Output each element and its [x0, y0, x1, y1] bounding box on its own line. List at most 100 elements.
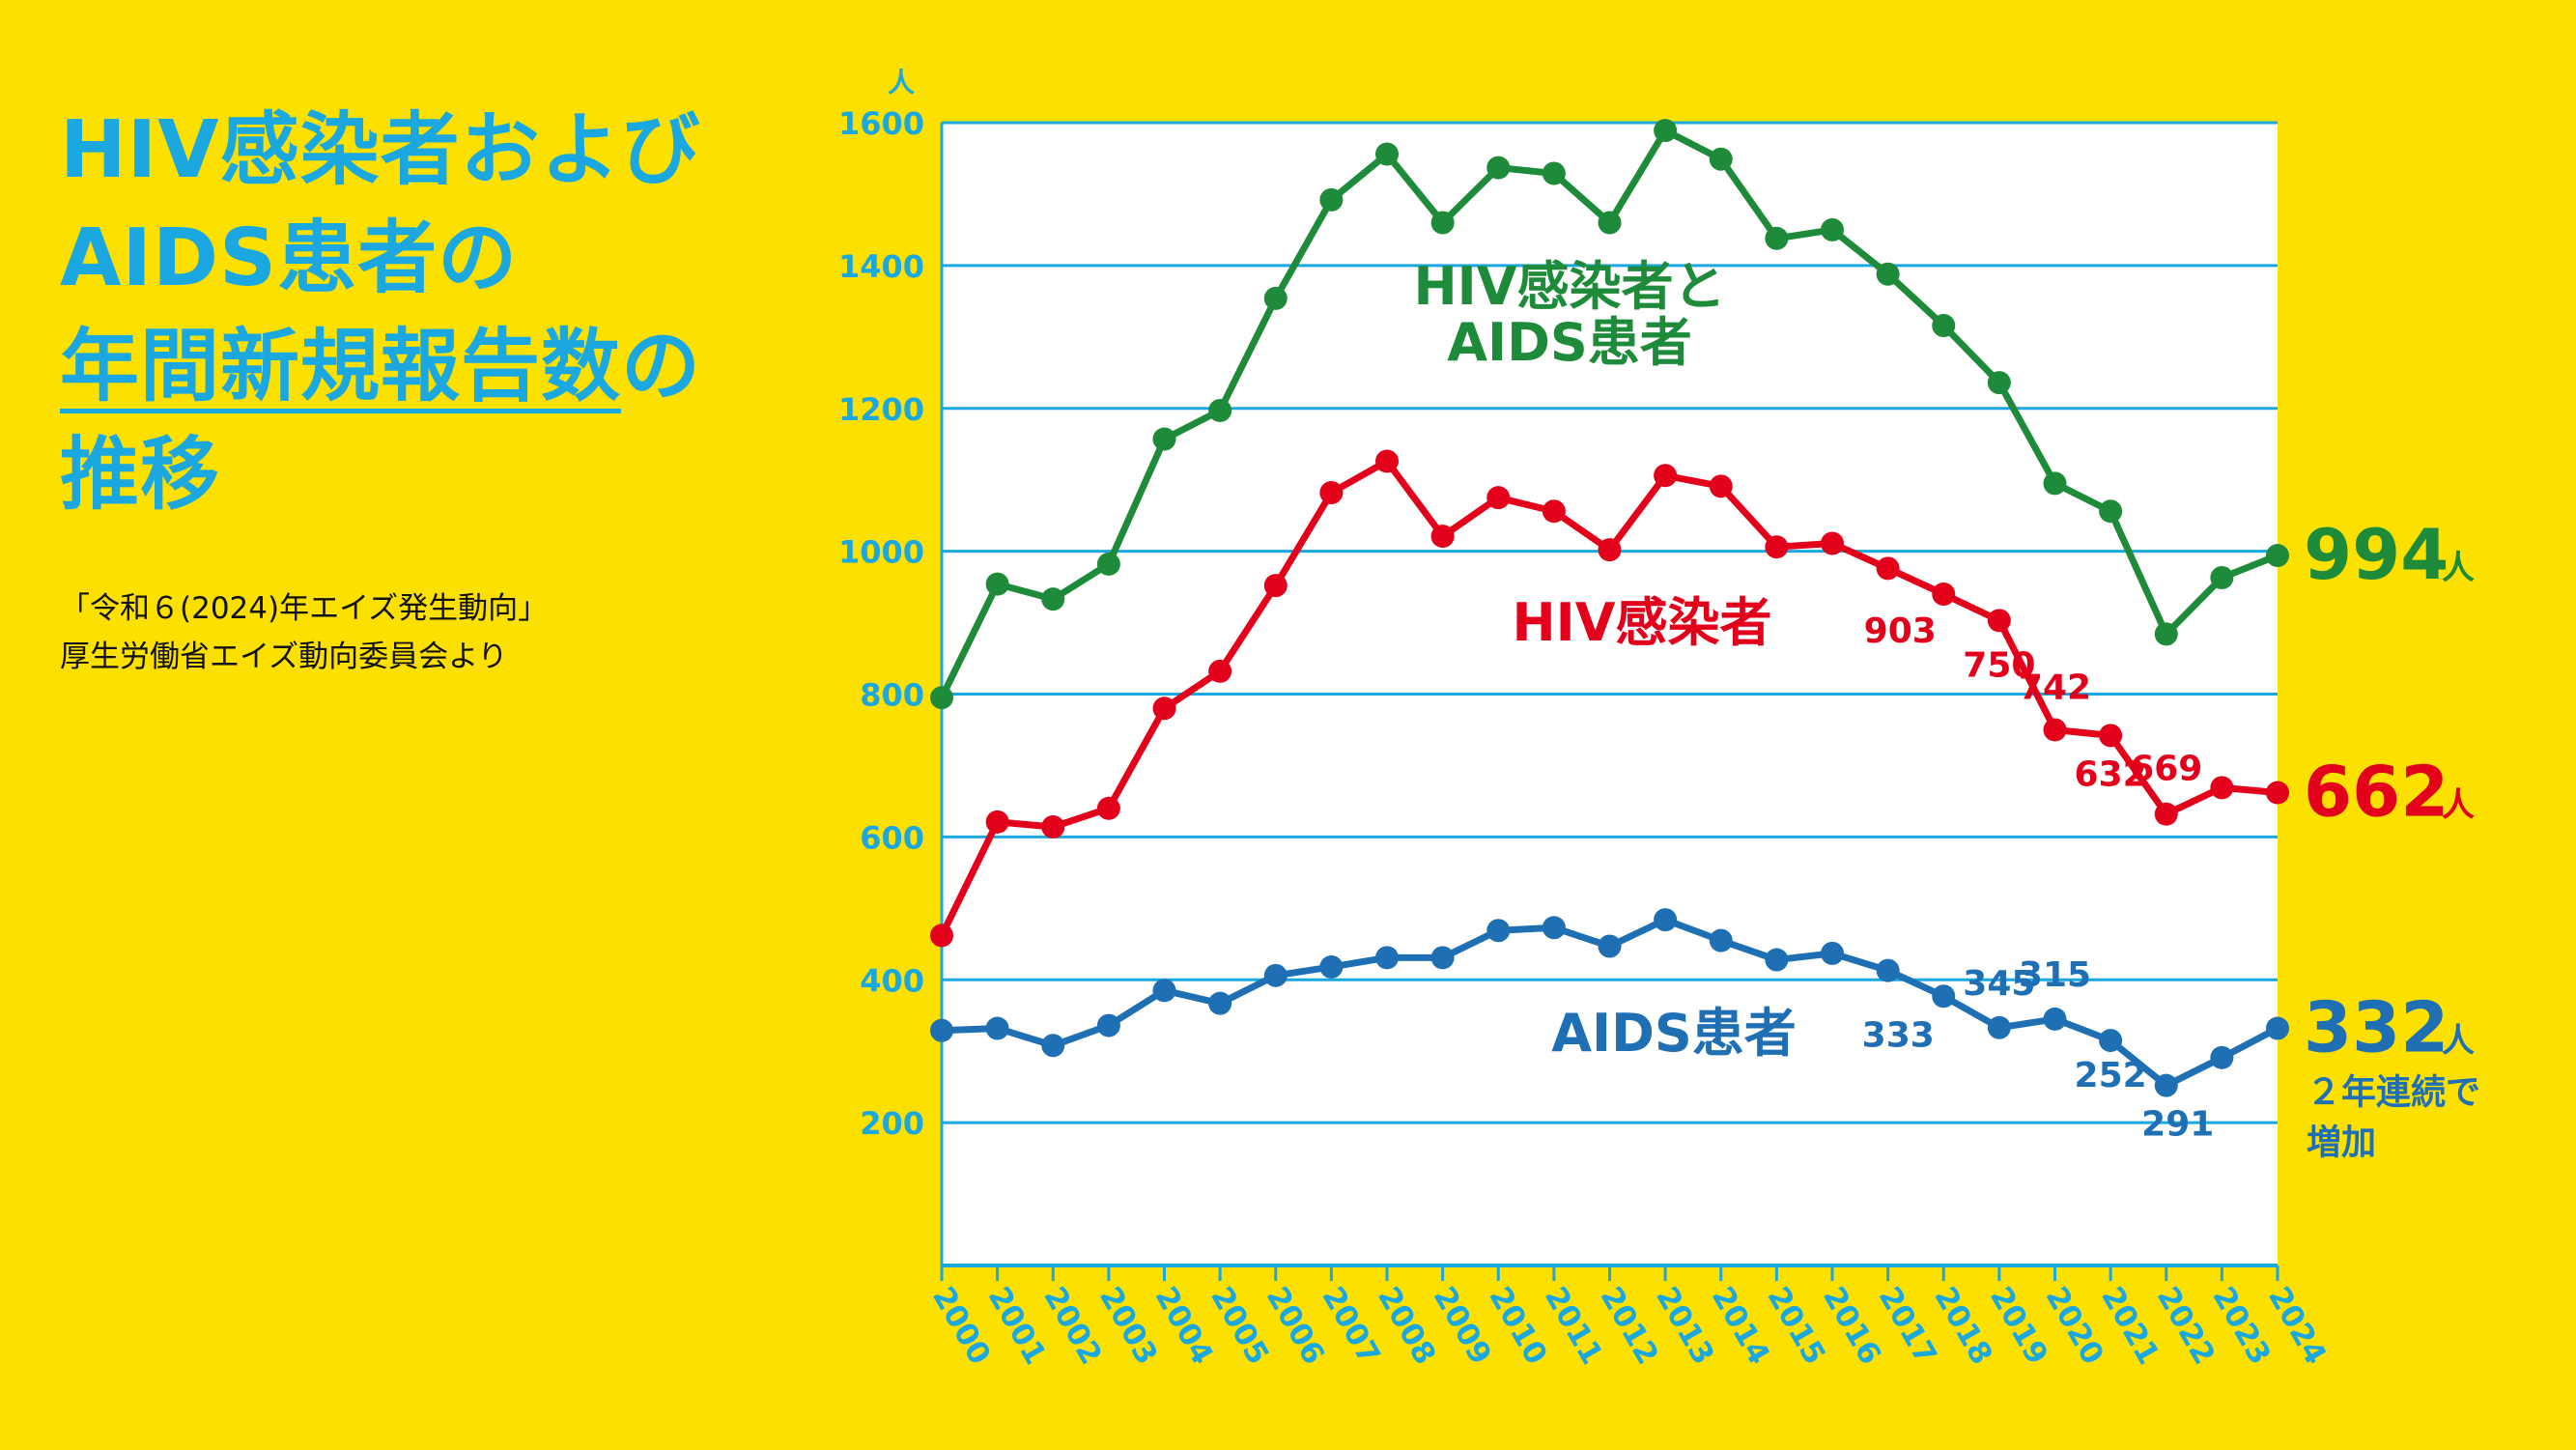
data-point-total [930, 686, 953, 710]
data-point-hiv [1152, 697, 1176, 721]
data-point-hiv [1319, 480, 1344, 504]
series-layer [930, 119, 2289, 1097]
data-label-hiv: 903 [1864, 611, 1937, 651]
data-point-total [1041, 587, 1065, 611]
title-underlined-text: 年間新規報告数 [60, 321, 622, 412]
series-name-total: AIDS患者 [1447, 312, 1692, 373]
y-tick-label: 1000 [838, 534, 924, 571]
data-point-total [2154, 622, 2178, 646]
title-line-1: HIV感染者および [60, 104, 701, 196]
data-point-total [1263, 286, 1288, 310]
data-point-aids [1709, 928, 1733, 952]
data-point-total [1821, 217, 1844, 242]
end-unit-aids: 人 [2442, 1022, 2475, 1061]
data-point-aids [1430, 946, 1455, 970]
data-point-aids [1263, 963, 1288, 987]
data-point-total [1486, 156, 1511, 180]
data-point-hiv [1709, 474, 1733, 498]
series-name-hiv: HIV感染者 [1512, 592, 1771, 653]
source-line-2: 厚生労働省エイズ動向委員会より [60, 640, 508, 674]
end-value-hiv: 662 [2304, 752, 2449, 833]
data-point-total [1319, 187, 1344, 212]
data-point-total [1709, 147, 1733, 171]
data-point-aids [985, 1016, 1009, 1040]
source-line-1: 「令和６(2024)年エイズ発生動向」 [60, 591, 549, 626]
data-point-total [2210, 565, 2234, 589]
end-unit-hiv: 人 [2442, 786, 2475, 825]
grid-lines [942, 121, 2278, 1124]
y-tick-label: 1200 [838, 391, 924, 428]
data-point-total [2266, 544, 2289, 568]
y-tick-label: 600 [860, 819, 924, 856]
data-point-aids [1208, 991, 1232, 1015]
data-point-aids [1152, 979, 1176, 1003]
data-point-aids [2043, 1007, 2067, 1031]
data-point-hiv [1208, 659, 1232, 683]
data-point-hiv [1765, 535, 1789, 559]
data-label-hiv: 669 [2130, 750, 2202, 789]
data-point-hiv [1932, 582, 1956, 606]
data-point-aids [930, 1018, 953, 1042]
data-point-total [1932, 313, 1956, 337]
y-tick-label: 1600 [838, 105, 924, 142]
data-point-total [1598, 211, 1622, 235]
x-tick-label: 2024 [2261, 1281, 2333, 1371]
data-point-hiv [1430, 525, 1455, 549]
data-point-hiv [1041, 815, 1065, 839]
y-tick-label: 200 [860, 1105, 924, 1142]
data-point-hiv [930, 924, 953, 948]
series-note-aids: ２年連続で [2307, 1073, 2480, 1113]
data-point-hiv [2099, 724, 2123, 748]
data-point-aids [1096, 1013, 1120, 1038]
data-point-hiv [985, 810, 1009, 834]
data-point-total [1096, 552, 1120, 576]
series-name-total: HIV感染者と [1413, 256, 1725, 317]
data-point-aids [1876, 958, 1900, 982]
data-point-aids [1987, 1015, 2011, 1039]
series-note-aids: 増加 [2307, 1123, 2376, 1163]
data-label-aids: 333 [1862, 1015, 1935, 1055]
data-point-total [2099, 499, 2123, 524]
title-line-3: 年間新規報告数の [60, 313, 701, 421]
data-point-aids [2210, 1045, 2234, 1069]
data-point-hiv [2266, 781, 2289, 805]
data-point-aids [1542, 916, 1566, 940]
data-point-total [1208, 398, 1232, 422]
end-value-aids: 332 [2304, 987, 2449, 1068]
source-note: 「令和６(2024)年エイズ発生動向」 厚生労働省エイズ動向委員会より [60, 584, 548, 681]
data-label-aids: 345 [1963, 964, 2035, 1004]
data-label-hiv: 750 [1963, 645, 2035, 685]
data-point-hiv [1375, 449, 1399, 473]
data-point-hiv [2043, 718, 2067, 742]
data-point-hiv [2154, 802, 2178, 826]
data-point-aids [1821, 941, 1844, 965]
data-point-aids [2266, 1016, 2289, 1040]
data-point-aids [1041, 1034, 1065, 1058]
data-point-aids [2154, 1073, 2178, 1097]
y-tick-label: 800 [860, 677, 924, 714]
data-point-hiv [1096, 796, 1120, 820]
data-point-hiv [1654, 464, 1678, 488]
data-label-aids: 291 [2141, 1105, 2214, 1145]
data-point-aids [1598, 934, 1622, 958]
title-suffix: の [621, 321, 702, 412]
data-point-total [1654, 119, 1678, 143]
title-line-4: 推移 [60, 429, 221, 521]
series-name-aids: AIDS患者 [1551, 1003, 1797, 1064]
data-point-aids [1932, 984, 1956, 1009]
y-tick-label: 1400 [838, 248, 924, 285]
data-point-total [985, 572, 1009, 596]
data-label-hiv: 742 [2019, 668, 2091, 707]
data-point-total [1987, 371, 2011, 395]
data-point-hiv [1821, 531, 1844, 555]
data-point-total [1152, 427, 1176, 451]
data-point-hiv [1987, 609, 2011, 633]
data-label-hiv: 632 [2075, 754, 2147, 794]
data-point-total [1542, 161, 1566, 185]
data-point-hiv [1263, 574, 1288, 598]
data-point-aids [1654, 908, 1678, 932]
data-point-aids [1765, 948, 1789, 972]
data-label-aids: 252 [2075, 1056, 2147, 1095]
